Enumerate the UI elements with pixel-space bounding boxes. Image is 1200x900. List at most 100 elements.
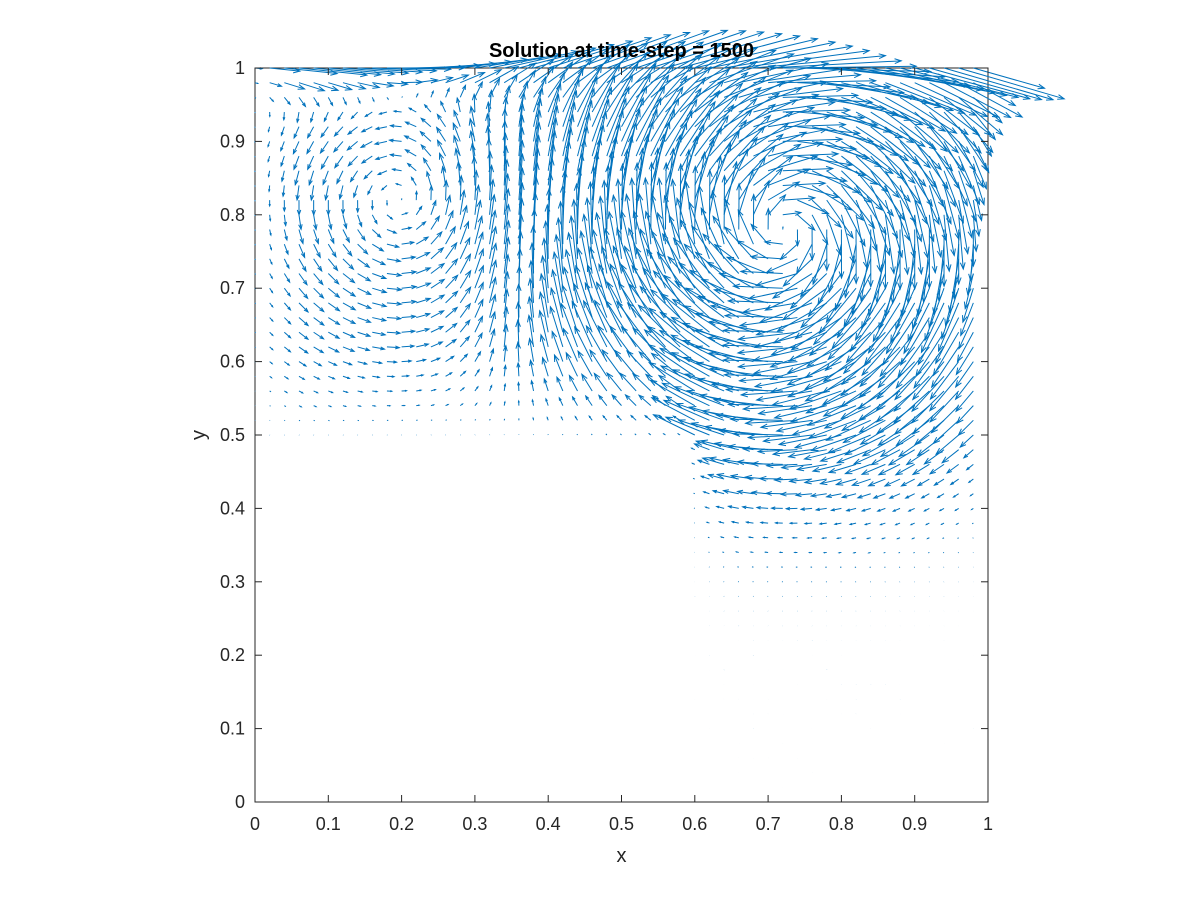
vector-head <box>959 262 966 271</box>
vector-head <box>317 377 321 380</box>
vector-head <box>476 385 479 389</box>
vector-arrow <box>867 302 901 354</box>
vector-shaft <box>882 317 916 366</box>
vector-head <box>887 459 896 466</box>
vector-shaft <box>782 212 802 216</box>
vector-shaft <box>899 199 916 259</box>
vector-shaft <box>487 102 491 127</box>
vector-shaft <box>597 325 622 362</box>
vector-head <box>644 37 653 43</box>
vector-arrow <box>581 373 593 392</box>
vector-arrow <box>306 126 315 139</box>
vector-arrow <box>459 220 470 245</box>
vector-head <box>861 450 870 457</box>
vector-shaft <box>576 184 579 245</box>
vector-shaft <box>686 287 740 318</box>
vector-shaft <box>929 375 960 412</box>
vector-head <box>806 360 815 368</box>
vector-arrow <box>532 416 535 421</box>
vector-arrow <box>445 241 458 260</box>
vector-arrow <box>770 331 827 356</box>
vector-shaft <box>386 243 399 248</box>
vector-head <box>848 522 853 526</box>
vector-arrow <box>921 244 930 304</box>
vector-head <box>812 337 821 346</box>
vector-shaft <box>862 434 901 457</box>
vector-shaft <box>577 350 593 377</box>
vector-arrow <box>357 258 371 269</box>
vector-head <box>300 405 303 408</box>
vector-shaft <box>606 75 633 127</box>
vector-head <box>980 111 989 118</box>
vector-shaft <box>284 405 287 408</box>
vector-shaft <box>591 87 612 142</box>
vector-head <box>615 300 623 309</box>
vector-head <box>911 468 920 476</box>
vector-shaft <box>568 232 579 289</box>
vector-shaft <box>800 258 828 297</box>
vector-head <box>804 383 813 390</box>
vector-shaft <box>430 231 443 245</box>
vector-head <box>387 98 389 101</box>
vector-arrow <box>750 223 769 245</box>
vector-shaft <box>797 140 857 150</box>
vector-arrow <box>945 463 959 474</box>
vector-arrow <box>445 225 456 245</box>
vector-arrow <box>691 462 695 465</box>
vector-arrow <box>430 76 455 84</box>
vector-arrow <box>386 404 392 407</box>
vector-shaft <box>665 416 710 436</box>
vector-head <box>411 284 418 290</box>
vector-head <box>773 521 779 525</box>
vector-arrow <box>701 409 754 421</box>
vector-shaft <box>953 244 960 299</box>
vector-shaft <box>657 252 696 304</box>
vector-arrow <box>386 375 396 378</box>
vector-head <box>721 327 731 334</box>
vector-arrow <box>438 151 447 171</box>
vector-head <box>771 400 780 406</box>
vector-arrow <box>474 331 483 348</box>
vector-arrow <box>459 269 472 289</box>
vector-head <box>571 198 578 207</box>
vector-shaft <box>797 184 840 198</box>
vector-head <box>916 481 923 487</box>
vector-arrow <box>929 111 971 155</box>
vector-head <box>268 218 272 223</box>
vector-arrow <box>887 449 915 466</box>
vector-head <box>726 505 733 509</box>
vector-arrow <box>858 361 901 399</box>
vector-head <box>986 145 994 154</box>
vector-shaft <box>841 185 875 229</box>
vector-head <box>436 113 442 120</box>
vector-shaft <box>884 155 922 205</box>
vector-arrow <box>357 331 372 337</box>
vector-arrow <box>533 97 543 142</box>
vector-head <box>315 102 320 108</box>
vector-head <box>852 187 861 194</box>
vector-shaft <box>589 182 593 245</box>
vector-shaft <box>503 159 508 201</box>
vector-shaft <box>533 87 543 127</box>
vector-shaft <box>714 244 754 274</box>
vector-arrow <box>620 263 652 318</box>
vector-head <box>911 537 914 540</box>
vector-arrow <box>294 170 300 187</box>
vector-shaft <box>933 419 960 444</box>
vector-arrow <box>595 281 622 333</box>
vector-arrow <box>782 136 844 143</box>
vector-head <box>551 129 557 139</box>
vector-head <box>332 376 336 380</box>
vector-head <box>917 357 924 366</box>
vector-arrow <box>415 220 427 230</box>
vector-head <box>699 393 708 400</box>
vector-head <box>965 287 972 297</box>
vector-arrow <box>378 111 388 115</box>
vector-shaft <box>342 67 409 74</box>
vector-shaft <box>283 243 289 255</box>
vector-head <box>920 345 927 354</box>
vector-arrow <box>269 405 271 407</box>
vector-head <box>826 447 836 454</box>
vector-arrow <box>426 170 432 186</box>
vector-arrow <box>320 126 329 139</box>
